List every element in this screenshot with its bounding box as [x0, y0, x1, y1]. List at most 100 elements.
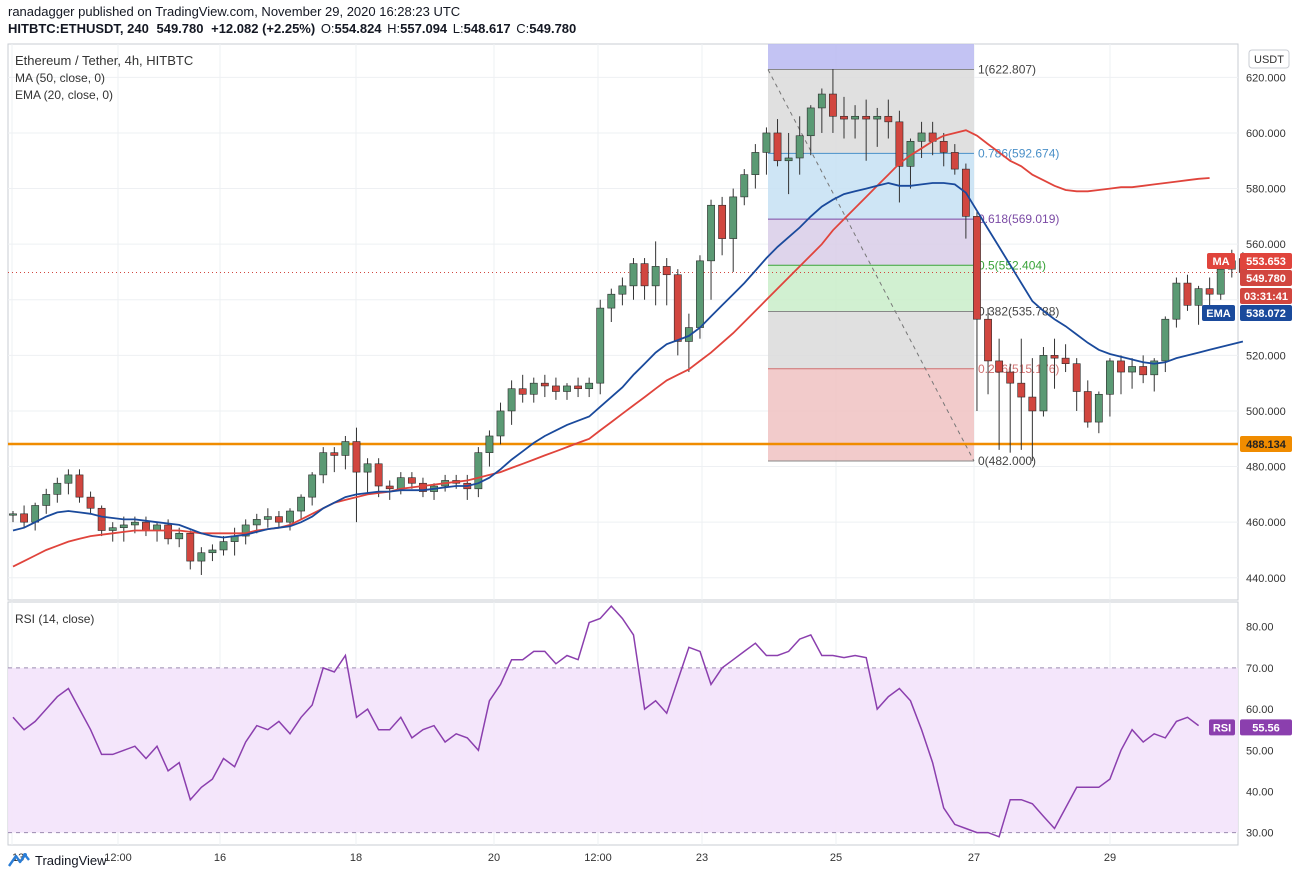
candle-down	[186, 532, 195, 562]
candle-down	[518, 388, 527, 395]
close-value: 549.780	[529, 21, 577, 36]
ema-name-tag: EMA	[1206, 308, 1231, 320]
candle-up	[308, 474, 317, 498]
candle-down	[1006, 371, 1015, 384]
tradingview-logo[interactable]: TradingView	[8, 852, 107, 868]
high-label: H:	[387, 21, 401, 36]
y-tick-label: 600.000	[1246, 128, 1286, 140]
candle-up	[751, 152, 760, 175]
candle-up	[175, 532, 184, 540]
candle-up	[651, 266, 660, 287]
candle-down	[419, 482, 427, 492]
candle-up	[740, 174, 749, 198]
countdown-tag: 03:31:41	[1244, 291, 1288, 303]
candle-down	[895, 121, 904, 167]
candle-down	[773, 132, 782, 162]
candle-down	[574, 385, 582, 390]
candle-up	[585, 382, 594, 390]
rsi-tick-label: 30.00	[1246, 828, 1274, 840]
candle-down	[829, 93, 837, 117]
candle-down	[1017, 382, 1026, 398]
fib-zone	[768, 265, 974, 312]
fib-zone	[768, 311, 974, 369]
candle-down	[330, 452, 339, 456]
candle-up	[729, 196, 738, 239]
close-label: C:	[516, 21, 530, 36]
ema-line	[12, 182, 1244, 539]
fib-level-label: 1(622.807)	[978, 63, 1036, 77]
candle-down	[1183, 282, 1192, 306]
ema-legend[interactable]: EMA (20, close, 0)	[15, 88, 114, 102]
candle-down	[950, 152, 959, 170]
rsi-legend[interactable]: RSI (14, close)	[15, 612, 95, 626]
candle-up	[53, 482, 62, 495]
candle-up	[1216, 268, 1225, 295]
candle-down	[1205, 288, 1214, 295]
candle-down	[552, 385, 560, 392]
candle-down	[142, 521, 150, 531]
low-label: L:	[452, 21, 464, 36]
y-tick-label: 440.000	[1246, 573, 1286, 585]
candle-down	[540, 382, 549, 387]
last-price-tag-box	[1240, 270, 1292, 286]
candle-up	[607, 293, 616, 309]
rsi-value-tag: 55.56	[1252, 722, 1280, 734]
candle-up	[297, 496, 305, 512]
candle-down	[385, 485, 394, 490]
candle-up	[629, 263, 638, 287]
ma-line	[12, 129, 1210, 568]
candle-up	[1039, 355, 1048, 412]
candle-down	[1061, 357, 1070, 365]
candle-up	[507, 388, 516, 412]
rsi-name-tag-box	[1209, 719, 1235, 736]
candle-down	[352, 441, 361, 473]
candle-up	[795, 135, 804, 159]
candle-up	[618, 285, 627, 295]
fib-zone	[768, 219, 974, 266]
candle-up	[817, 93, 826, 109]
currency-label: USDT	[1254, 54, 1284, 66]
tradingview-brand: TradingView	[35, 852, 107, 868]
rsi-tick-label: 50.00	[1246, 745, 1274, 757]
fib-level-label: 0.618(569.019)	[978, 212, 1059, 226]
candle-up	[873, 115, 882, 120]
x-tick-label: 29	[1104, 852, 1116, 864]
candle-down	[939, 141, 948, 153]
candle-up	[252, 519, 261, 526]
candle-up	[1094, 393, 1103, 423]
candle-down	[407, 477, 416, 484]
candle-up	[319, 452, 328, 476]
candle-down	[1083, 391, 1092, 423]
ma-legend[interactable]: MA (50, close, 0)	[15, 71, 106, 85]
candle-down	[275, 516, 283, 523]
candle-down	[374, 463, 383, 487]
candle-up	[130, 521, 139, 526]
price-change: +12.082 (+2.25%)	[211, 21, 316, 36]
candle-down	[718, 204, 727, 239]
candle-down	[1072, 363, 1081, 392]
candle-down	[995, 360, 1004, 373]
candle-up	[806, 107, 815, 137]
candle-up	[219, 541, 228, 551]
rsi-band	[8, 667, 1238, 833]
candle-up	[1106, 360, 1114, 395]
candle-up	[496, 410, 505, 437]
candle-up	[917, 132, 926, 142]
fib-level-label: 0(482.000)	[978, 454, 1036, 468]
candle-down	[884, 115, 893, 123]
candle-up	[696, 260, 704, 328]
fib-zone	[768, 44, 974, 70]
candle-down	[1028, 396, 1037, 412]
candle-up	[396, 477, 405, 490]
candle-up	[31, 505, 40, 523]
candle-down	[1117, 360, 1125, 373]
ma-name-tag-box	[1207, 253, 1235, 269]
rsi-tick-label: 40.00	[1246, 786, 1274, 798]
candle-up	[684, 327, 693, 342]
fib-level-label: 0.786(592.674)	[978, 146, 1059, 160]
candle-up	[119, 524, 128, 529]
rsi-value-tag-box	[1240, 719, 1292, 736]
currency-box	[1248, 49, 1290, 69]
candle-up	[263, 516, 272, 520]
